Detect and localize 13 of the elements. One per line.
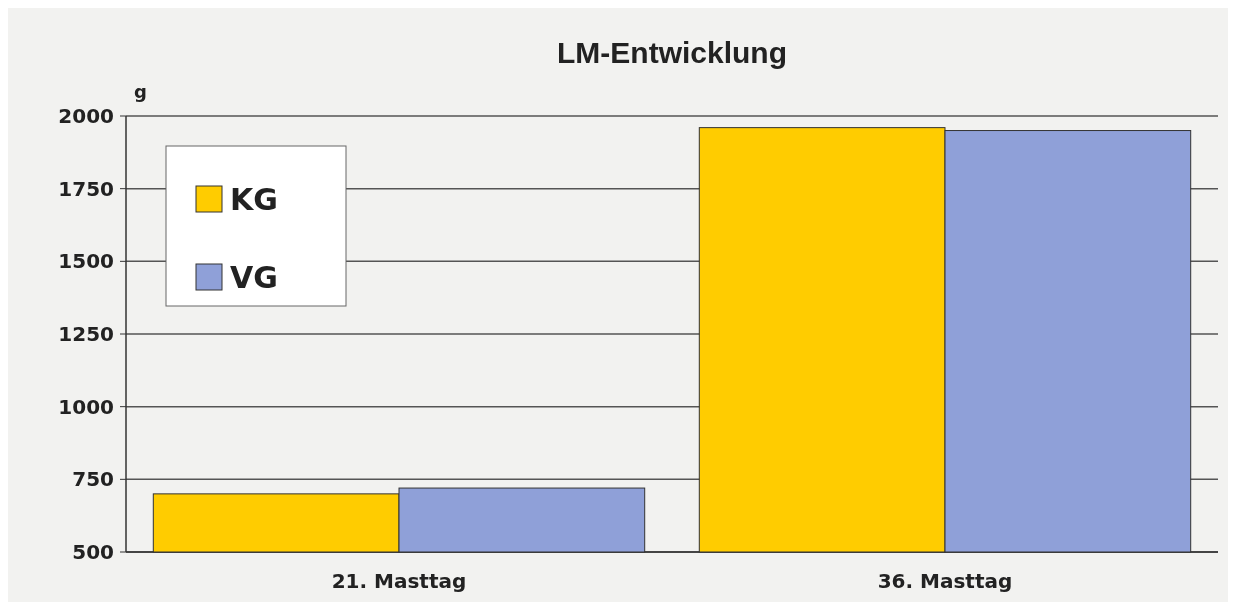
y-tick-label: 1250 [58, 322, 114, 346]
legend-label: VG [230, 259, 278, 295]
y-tick-label: 750 [72, 467, 114, 492]
legend-label: KG [230, 181, 278, 217]
y-tick-label: 2000 [58, 104, 114, 128]
y-tick-label: 1750 [58, 176, 114, 201]
y-axis-title: g [134, 81, 147, 102]
y-tick-label: 1500 [58, 249, 114, 274]
x-tick-label: 36. Masttag [877, 569, 1013, 593]
x-tick-label: 21. Masttag [331, 569, 467, 593]
y-tick-label: 1000 [58, 394, 114, 419]
chart-title: LM-Entwicklung [557, 36, 787, 69]
y-tick-label: 500 [72, 540, 114, 564]
